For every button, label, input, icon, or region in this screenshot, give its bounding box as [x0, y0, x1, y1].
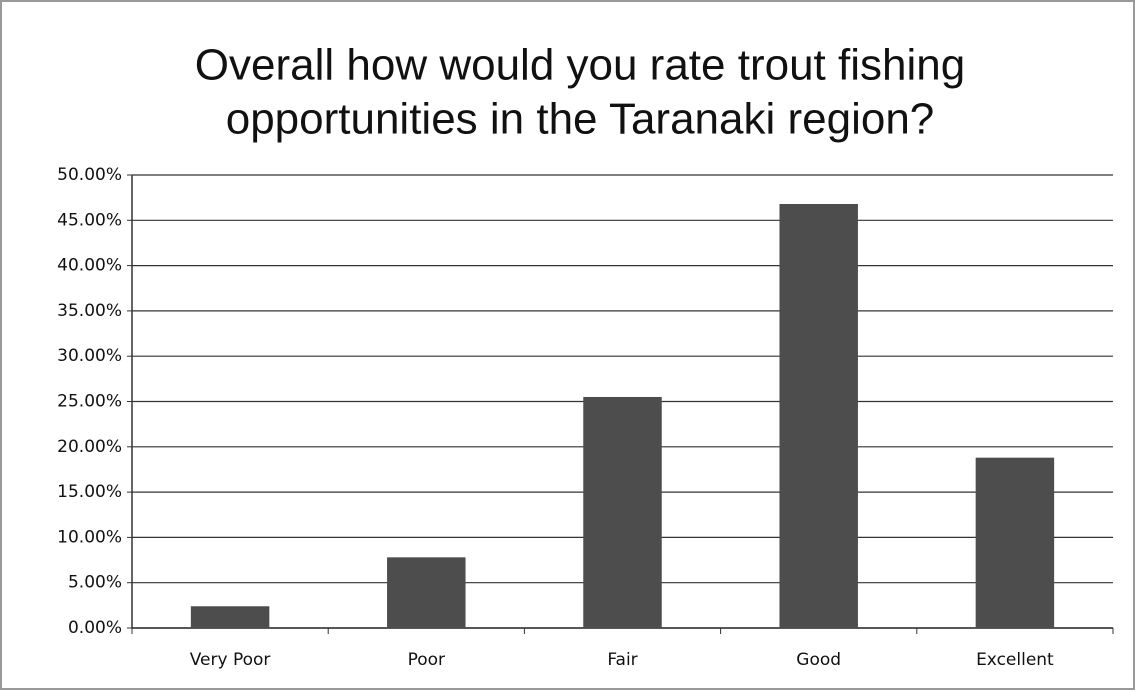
x-tick-label: Excellent: [976, 650, 1054, 670]
x-tick-label: Good: [796, 650, 841, 670]
y-tick-label: 5.00%: [68, 573, 122, 593]
y-tick-label: 35.00%: [57, 301, 122, 321]
y-tick-label: 10.00%: [57, 527, 122, 547]
bar: [779, 203, 858, 628]
y-tick-label: 30.00%: [57, 346, 122, 366]
y-tick-label: 45.00%: [57, 210, 122, 230]
x-tick-label: Fair: [607, 650, 637, 670]
y-tick-label: 40.00%: [57, 256, 122, 276]
x-tick-label: Very Poor: [190, 650, 271, 670]
bar: [190, 606, 270, 628]
bar: [583, 396, 662, 628]
chart-title: Overall how would you rate trout fishing: [195, 41, 965, 90]
y-tick-label: 0.00%: [68, 618, 122, 638]
y-tick-label: 25.00%: [57, 392, 122, 412]
y-tick-label: 15.00%: [57, 482, 122, 502]
bar: [387, 557, 466, 628]
y-tick-label: 50.00%: [57, 165, 122, 185]
bar: [975, 457, 1055, 628]
y-tick-label: 20.00%: [57, 437, 122, 457]
x-tick-label: Poor: [408, 650, 445, 670]
chart-title: opportunities in the Taranaki region?: [226, 95, 935, 144]
